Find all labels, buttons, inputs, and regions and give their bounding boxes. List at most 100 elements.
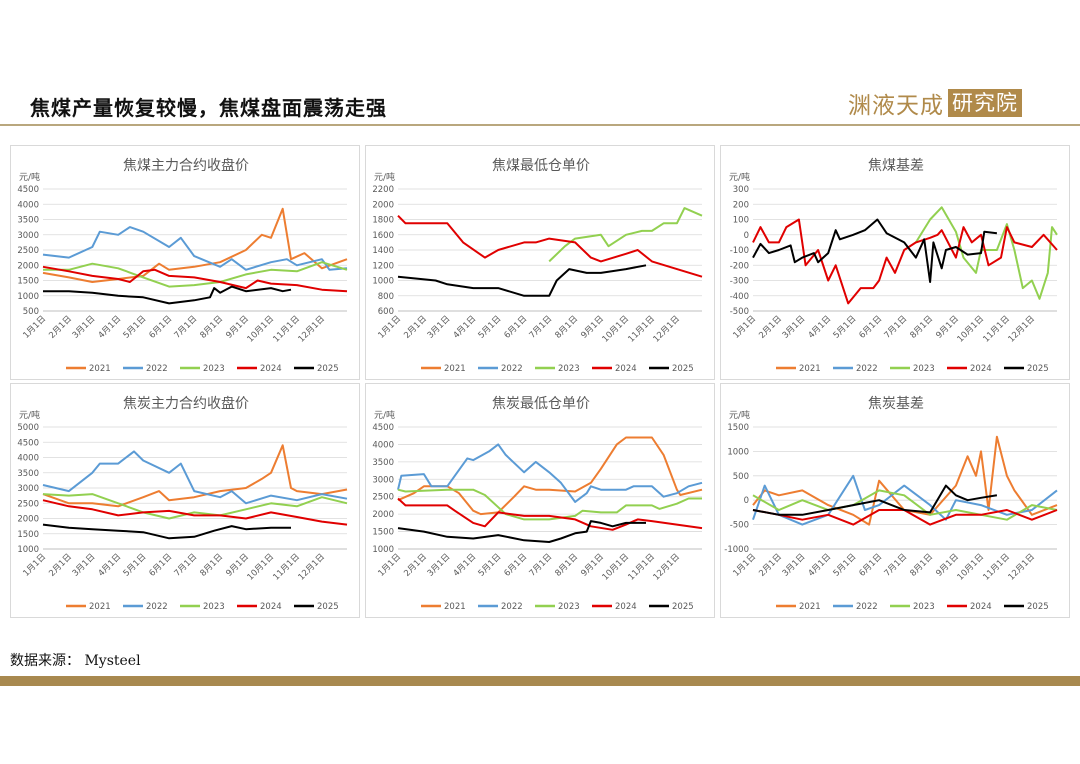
series-line-2023	[915, 206, 1058, 300]
y-tick-label: 1600	[372, 231, 394, 241]
x-tick-label: 7月1日	[528, 552, 555, 579]
x-tick-label: 10月1日	[956, 314, 987, 345]
series-line-2022	[42, 226, 348, 271]
legend-label: 2022	[501, 602, 523, 612]
x-tick-label: 8月1日	[908, 314, 935, 341]
chart-panel-coke-futures: 焦炭主力合约收盘价 元/吨 1000 1500 2000 2500 3000 3500 4000…	[10, 383, 360, 618]
x-tick-label: 3月1日	[781, 552, 808, 579]
x-tick-label: 11月1日	[271, 552, 302, 583]
x-tick-label: 3月1日	[426, 314, 453, 341]
chart-title: 焦煤基差	[868, 157, 924, 174]
x-tick-label: 3月1日	[71, 552, 98, 579]
x-tick-label: 4月1日	[452, 314, 479, 341]
x-tick-label: 4月1日	[807, 552, 834, 579]
x-tick-label: 10月1日	[956, 552, 987, 583]
x-tick-label: 2月1日	[757, 314, 784, 341]
x-tick-label: 7月1日	[883, 314, 910, 341]
series-line-2025	[397, 520, 646, 543]
y-tick-label: 3500	[17, 216, 39, 226]
y-tick-label: 1500	[372, 528, 394, 538]
x-tick-label: 7月1日	[528, 314, 555, 341]
y-tick-label: 1000	[727, 447, 749, 457]
series-line-2024	[752, 218, 1058, 305]
y-tick-label: 2000	[372, 200, 394, 210]
y-tick-label: 1000	[372, 277, 394, 287]
y-tick-label: 4000	[372, 440, 394, 450]
y-tick-label: -300	[730, 277, 749, 287]
series-line-2024	[397, 214, 703, 278]
x-tick-label: 1月1日	[376, 552, 403, 579]
y-tick-label: 3500	[372, 458, 394, 468]
y-tick-label: 1800	[372, 216, 394, 226]
y-tick-label: 800	[378, 292, 394, 302]
x-tick-label: 8月1日	[553, 314, 580, 341]
x-tick-label: 6月1日	[502, 552, 529, 579]
y-tick-label: -1000	[724, 545, 749, 555]
y-tick-label: 4000	[17, 200, 39, 210]
x-tick-label: 6月1日	[857, 552, 884, 579]
x-tick-label: 6月1日	[147, 552, 174, 579]
y-tick-label: -500	[730, 307, 749, 317]
x-tick-label: 10月1日	[246, 552, 277, 583]
series-line-2025	[43, 285, 292, 305]
y-unit-label: 元/吨	[19, 409, 40, 421]
x-tick-label: 5月1日	[832, 314, 859, 341]
x-tick-label: 4月1日	[807, 314, 834, 341]
y-tick-label: 3500	[17, 469, 39, 479]
legend-label: 2025	[672, 602, 694, 612]
legend-label: 2021	[799, 602, 821, 612]
x-tick-label: 6月1日	[857, 314, 884, 341]
series-line-2022	[752, 474, 1058, 526]
legend-label: 2021	[89, 364, 111, 374]
legend-label: 2024	[970, 602, 992, 612]
legend-label: 2025	[1027, 364, 1049, 374]
x-tick-label: 11月1日	[626, 314, 657, 345]
y-tick-label: -200	[730, 261, 749, 271]
x-tick-label: 1月1日	[731, 552, 758, 579]
footer-bar	[0, 676, 1080, 686]
y-unit-label: 元/吨	[374, 409, 395, 421]
legend-label: 2021	[444, 364, 466, 374]
x-tick-label: 5月1日	[832, 552, 859, 579]
legend-label: 2024	[970, 364, 992, 374]
y-tick-label: 1500	[727, 423, 749, 433]
x-tick-label: 7月1日	[173, 314, 200, 341]
legend-label: 2021	[799, 364, 821, 374]
legend-label: 2024	[615, 602, 637, 612]
chart-title: 焦煤主力合约收盘价	[123, 157, 249, 174]
legend-label: 2022	[856, 602, 878, 612]
x-tick-label: 6月1日	[502, 314, 529, 341]
data-source: 数据来源： Mysteel	[10, 653, 141, 669]
series-line-2025	[752, 218, 998, 283]
series-line-2025	[397, 264, 647, 297]
y-tick-label: 2500	[372, 493, 394, 503]
y-tick-label: -100	[730, 246, 749, 256]
chart-panel-coking-coal-warrant: 焦煤最低仓单价 元/吨 600 800 1000 1200 1400 1600 1800 2000…	[365, 145, 715, 380]
legend-label: 2025	[1027, 602, 1049, 612]
legend-label: 2023	[558, 602, 580, 612]
legend-label: 2025	[317, 364, 339, 374]
x-tick-label: 6月1日	[147, 314, 174, 341]
x-tick-label: 5月1日	[477, 314, 504, 341]
y-tick-label: 1000	[372, 545, 394, 555]
y-tick-label: 500	[733, 472, 749, 482]
y-tick-label: 500	[23, 307, 39, 317]
x-tick-label: 11月1日	[981, 314, 1012, 345]
y-tick-label: -400	[730, 292, 749, 302]
x-tick-label: 8月1日	[198, 552, 225, 579]
series-line-2024	[397, 497, 703, 531]
y-tick-label: 1500	[17, 530, 39, 540]
x-tick-label: 8月1日	[908, 552, 935, 579]
x-tick-label: 12月1日	[1006, 552, 1037, 583]
x-tick-label: 11月1日	[271, 314, 302, 345]
y-tick-label: 100	[733, 216, 749, 226]
header-divider	[0, 124, 1080, 126]
legend-label: 2022	[856, 364, 878, 374]
y-tick-label: -500	[730, 521, 749, 531]
legend-label: 2025	[317, 602, 339, 612]
x-tick-label: 11月1日	[981, 552, 1012, 583]
